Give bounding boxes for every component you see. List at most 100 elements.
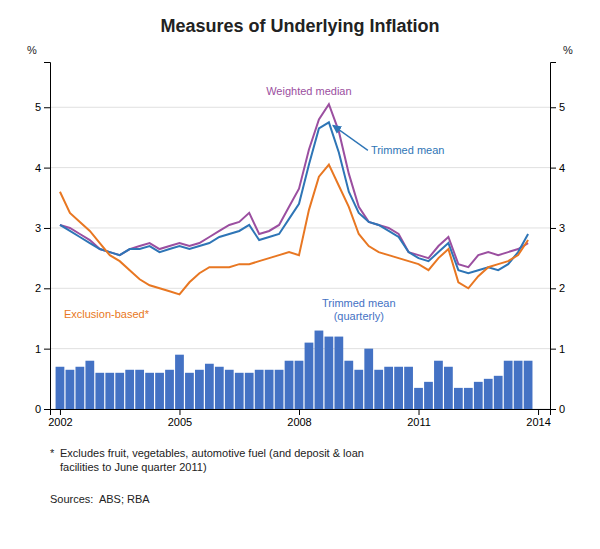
text-line: * [50, 447, 55, 459]
bar [484, 379, 493, 409]
bar [354, 370, 363, 409]
bar [295, 361, 304, 409]
bar [95, 373, 104, 409]
footnote: Sources: ABS; RBA [50, 493, 150, 505]
y-axis-label: % [27, 44, 37, 56]
bar [404, 367, 413, 409]
y-axis-tick-mark [44, 168, 50, 169]
line [60, 122, 528, 273]
grid-line [50, 167, 550, 168]
bar [424, 382, 433, 409]
bar [434, 361, 443, 409]
bar [464, 388, 473, 409]
y-axis-tick: 3 [35, 222, 50, 234]
bar [305, 343, 314, 409]
bar [265, 370, 274, 409]
x-axis: 2002 2005 2008 2011 2014 [48, 409, 551, 428]
y2-axis-tick: 5 [550, 101, 565, 113]
bar [56, 367, 65, 409]
bar [235, 373, 244, 409]
y2-axis-tick-mark [550, 288, 556, 289]
y-axis-tick-mark [44, 228, 50, 229]
series-label: Trimmed mean(quarterly) [322, 297, 396, 322]
bar [315, 331, 324, 409]
line [60, 165, 528, 295]
bar [524, 361, 533, 409]
line [60, 104, 528, 267]
bar [334, 337, 343, 409]
bar [444, 367, 453, 409]
y-axis-tick-label: 4 [35, 162, 41, 174]
grid-line [50, 348, 550, 349]
y2-axis-tick: 1 [550, 343, 565, 355]
bar [325, 337, 334, 409]
text-line: Trimmed mean [322, 297, 396, 309]
x-axis-tick: 2008 [287, 409, 311, 428]
x-axis-tick: 2011 [407, 409, 431, 428]
y2-axis-line [551, 63, 557, 410]
x-axis-tick-mark [179, 409, 180, 415]
text-line: Excludes fruit, vegetables, automotive f… [60, 447, 364, 459]
x-axis-tick-mark [419, 409, 420, 415]
footnote: Excludes fruit, vegetables, automotive f… [60, 447, 364, 473]
bar [344, 361, 353, 409]
y-axis-tick: 5 [35, 101, 50, 113]
y2-axis-tick-mark [550, 107, 556, 108]
bar [215, 367, 224, 409]
bar [414, 388, 423, 409]
bar [135, 370, 144, 409]
y2-axis-tick-label: 5 [559, 101, 565, 113]
bar [75, 367, 84, 409]
y2-axis-tick: 3 [550, 222, 565, 234]
x-axis-tick-label: 2011 [407, 416, 431, 428]
bar [384, 367, 393, 409]
bar [195, 370, 204, 409]
series-label: Weighted median [266, 85, 351, 97]
bar [115, 373, 124, 409]
text-line: Sources: ABS; RBA [50, 493, 150, 505]
bar [185, 373, 194, 409]
chart: Measures of Underlying Inflation20022005… [0, 0, 600, 549]
y2-axis-tick-label: 0 [559, 403, 565, 415]
series-label: Exclusion-based* [64, 308, 150, 320]
bar [85, 361, 94, 409]
bar [255, 370, 264, 409]
y-axis-tick: 0 [35, 403, 50, 415]
y-axis-tick-mark [44, 349, 50, 350]
y-axis-tick-label: 3 [35, 222, 41, 234]
bar [364, 349, 373, 409]
bar [504, 361, 513, 409]
y2-axis-tick: 2 [550, 282, 565, 294]
bar [474, 382, 483, 409]
y2-axis-tick-label: 2 [559, 282, 565, 294]
x-axis-tick-label: 2008 [287, 416, 311, 428]
series-labels: Trimmed mean(quarterly) Weighted median Tr… [64, 85, 444, 321]
x-axis-tick-label: 2014 [526, 416, 550, 428]
x-axis-tick: 2014 [526, 409, 550, 428]
text-line: Trimmed mean [371, 144, 445, 156]
x-axis-tick-label: 2005 [168, 416, 192, 428]
x-axis-tick: 2005 [168, 409, 192, 428]
annotation-arrow [333, 125, 368, 150]
y-axis-tick-mark [44, 409, 50, 410]
title: Measures of Underlying Inflation [160, 16, 439, 36]
bar [66, 370, 75, 409]
x-axis-tick-mark [60, 409, 61, 415]
bar [165, 370, 174, 409]
y-axis-tick: 2 [35, 282, 50, 294]
y2-axis-label: % [563, 44, 573, 56]
y-axis-line [44, 63, 51, 410]
y-axis-tick: 1 [35, 343, 50, 355]
footnote: * [50, 447, 55, 459]
y2-axis-tick-label: 1 [559, 343, 565, 355]
x-axis-tick-mark [538, 409, 539, 415]
y-axis-tick-mark [44, 107, 50, 108]
bar [145, 373, 154, 409]
bar [275, 370, 284, 409]
y2-axis-tick-mark [550, 409, 556, 410]
y2-axis-tick-mark [550, 168, 556, 169]
x-axis-tick: 2002 [48, 409, 72, 428]
bar [125, 370, 134, 409]
bar [374, 370, 383, 409]
x-axis-tick-mark [299, 409, 300, 415]
